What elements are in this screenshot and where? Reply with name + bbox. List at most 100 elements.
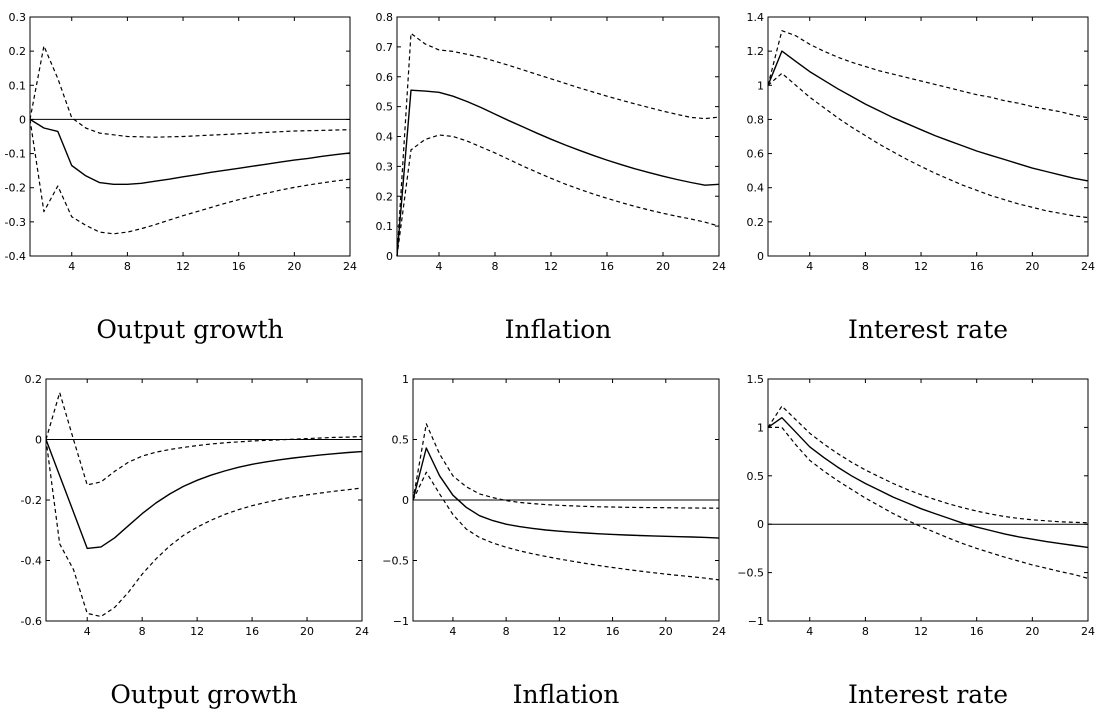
y-tick-label: -0.2	[21, 494, 42, 507]
y-tick-label: 0.8	[376, 11, 394, 24]
y-tick-label: 0.3	[376, 160, 394, 173]
response-line	[412, 447, 720, 539]
y-tick-label: 0.5	[392, 434, 410, 447]
y-tick-label: 0	[757, 518, 764, 531]
x-tick-label: 4	[68, 260, 75, 273]
x-tick-label: 4	[436, 260, 443, 273]
x-tick-label: 8	[862, 625, 869, 638]
x-tick-label: 8	[124, 260, 131, 273]
panel-title: Inflation	[505, 315, 612, 344]
x-tick-label: 8	[139, 625, 146, 638]
chart-panel-1: 4 8 12 16 20 24 -0.4 -0.3 -0.2 -0.1 0 0.1 0.2 0.3 Outp…	[5, 11, 357, 344]
y-tick-label: 1	[757, 421, 764, 434]
y-tick-label: −0.5	[382, 555, 409, 568]
upper-band-line	[412, 423, 720, 509]
y-tick-label: 0.1	[9, 79, 27, 92]
lower-band-line	[45, 439, 363, 618]
x-tick-label: 16	[232, 260, 246, 273]
response-line	[396, 89, 720, 257]
y-tick-label: 0.6	[376, 71, 394, 84]
x-tick-label: 24	[343, 260, 357, 273]
y-tick-label: -0.3	[5, 216, 26, 229]
upper-band-line	[396, 32, 720, 257]
y-tick-label: 0.2	[747, 216, 765, 229]
x-tick-label: 24	[1081, 625, 1095, 638]
y-tick-label: 0.2	[25, 373, 43, 386]
panel-title: Interest rate	[848, 315, 1008, 344]
y-tick-label: 0.5	[747, 470, 765, 483]
axes-frame	[45, 378, 363, 622]
x-tick-label: 24	[712, 260, 726, 273]
y-tick-label: 0	[19, 113, 26, 126]
lower-band-line	[396, 134, 720, 257]
x-tick-label: 20	[1025, 260, 1039, 273]
upper-band-line	[45, 392, 363, 486]
y-tick-label: 0	[757, 250, 764, 263]
y-tick-label: 0.8	[747, 113, 765, 126]
axes-frame	[29, 16, 351, 257]
y-tick-label: -0.6	[21, 615, 42, 628]
panel-title: Inflation	[513, 680, 620, 709]
chart-panel-6: 4 8 12 16 20 24 −1 −0.5 0 0.5 1 1.5 Interest rate	[737, 373, 1095, 709]
chart-panel-2: 4 8 12 16 20 24 0 0.1 0.2 0.3 0.4 0.5 0.6 0.7 0.8 Infla…	[376, 11, 727, 344]
x-tick-label: 16	[970, 625, 984, 638]
x-tick-label: 16	[600, 260, 614, 273]
panel-title: Interest rate	[848, 680, 1008, 709]
y-tick-label: 0.7	[376, 41, 394, 54]
panel-title: Output growth	[110, 680, 297, 709]
y-tick-label: -0.4	[5, 250, 26, 263]
lower-band-line	[412, 471, 720, 581]
y-tick-label: 0	[35, 434, 42, 447]
chart-panel-3: 4 8 12 16 20 24 0 0.2 0.4 0.6 0.8 1 1.2 1.4 Interest r…	[747, 11, 1096, 344]
x-tick-label: 12	[176, 260, 190, 273]
x-tick-label: 20	[1025, 625, 1039, 638]
x-tick-label: 24	[355, 625, 369, 638]
y-tick-label: 0.6	[747, 148, 765, 161]
response-line	[767, 417, 1089, 549]
y-tick-label: 0.2	[376, 190, 394, 203]
x-tick-label: 12	[552, 625, 566, 638]
upper-band-line	[767, 30, 1089, 119]
x-tick-label: 20	[300, 625, 314, 638]
x-tick-label: 12	[914, 625, 928, 638]
x-tick-label: 20	[287, 260, 301, 273]
y-tick-label: 1.2	[747, 45, 765, 58]
x-tick-label: 20	[659, 625, 673, 638]
response-line	[45, 439, 363, 550]
y-tick-label: 0.4	[747, 182, 765, 195]
y-tick-label: 0.3	[9, 11, 27, 24]
axes-frame	[767, 16, 1089, 257]
response-line	[767, 50, 1089, 182]
y-tick-label: 0.5	[376, 101, 394, 114]
upper-band-line	[767, 405, 1089, 524]
y-tick-label: 1.5	[747, 373, 765, 386]
x-tick-label: 16	[245, 625, 259, 638]
x-tick-label: 4	[806, 625, 813, 638]
x-tick-label: 16	[970, 260, 984, 273]
x-tick-label: 4	[84, 625, 91, 638]
y-tick-label: 1	[757, 79, 764, 92]
axes-frame	[767, 378, 1089, 622]
y-tick-label: −1	[748, 615, 764, 628]
x-tick-label: 24	[712, 625, 726, 638]
axes-frame	[396, 16, 720, 257]
x-tick-label: 8	[862, 260, 869, 273]
y-tick-label: 0	[386, 250, 393, 263]
response-line	[29, 118, 351, 186]
y-tick-label: −0.5	[737, 567, 764, 580]
y-tick-label: -0.1	[5, 148, 26, 161]
x-tick-label: 4	[449, 625, 456, 638]
y-tick-label: 1.4	[747, 11, 765, 24]
y-tick-label: 1	[402, 373, 409, 386]
lower-band-line	[768, 426, 1089, 579]
x-tick-label: 8	[492, 260, 499, 273]
y-tick-label: 0.2	[9, 45, 27, 58]
x-tick-label: 16	[606, 625, 620, 638]
upper-band-line	[29, 45, 351, 138]
x-tick-label: 12	[544, 260, 558, 273]
y-tick-label: -0.4	[21, 555, 42, 568]
x-tick-label: 12	[914, 260, 928, 273]
lower-band-line	[767, 72, 1089, 219]
x-tick-label: 12	[190, 625, 204, 638]
chart-panel-4: 4 8 12 16 20 24 -0.6 -0.4 -0.2 0 0.2 Output growth	[21, 373, 369, 709]
